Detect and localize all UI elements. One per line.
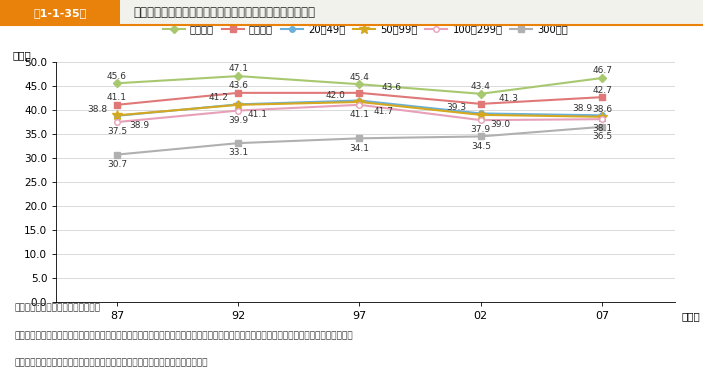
Text: 47.1: 47.1 xyxy=(228,64,248,74)
Text: 33.1: 33.1 xyxy=(228,149,248,157)
Text: 42.7: 42.7 xyxy=(592,86,612,95)
Text: （注）　ここでいう雇用者とは、会社員、個人商店の従業員等、会社、個人、個人商店等に雇われている者のうち、農林業、官公庁、その他: （注） ここでいう雇用者とは、会社員、個人商店の従業員等、会社、個人、個人商店等… xyxy=(14,331,353,340)
Text: 34.1: 34.1 xyxy=(349,144,370,153)
Text: 43.6: 43.6 xyxy=(228,81,248,90)
Text: 39.0: 39.0 xyxy=(491,120,510,129)
Text: （年）: （年） xyxy=(681,311,699,321)
Text: 41.2: 41.2 xyxy=(209,93,228,102)
Text: 43.4: 43.4 xyxy=(471,82,491,91)
Text: 46.7: 46.7 xyxy=(592,66,612,75)
Text: 45.6: 45.6 xyxy=(107,72,127,81)
Text: 資料：総務省「就業構造基本調査」: 資料：総務省「就業構造基本調査」 xyxy=(14,303,100,313)
Legend: １～４人, ５～９人, 20～49人, 50～99人, 100～299人, 300人～: １～４人, ５～９人, 20～49人, 50～99人, 100～299人, 30… xyxy=(163,24,568,34)
Bar xyxy=(0,0,120,26)
Text: 41.7: 41.7 xyxy=(374,107,394,116)
Text: 39.9: 39.9 xyxy=(228,116,248,125)
Text: 45.4: 45.4 xyxy=(349,73,370,81)
Text: 42.0: 42.0 xyxy=(325,90,345,100)
Text: 43.6: 43.6 xyxy=(381,83,401,92)
Text: の法人・団体（公社、私立学校等）に雇われている者を除いた者をいう。: の法人・団体（公社、私立学校等）に雇われている者を除いた者をいう。 xyxy=(14,359,207,368)
Text: 38.8: 38.8 xyxy=(87,105,107,114)
Text: 37.9: 37.9 xyxy=(471,126,491,135)
Text: 36.5: 36.5 xyxy=(592,132,612,141)
Text: （％）: （％） xyxy=(13,50,32,60)
Text: 38.9: 38.9 xyxy=(129,121,149,130)
Text: 39.3: 39.3 xyxy=(446,103,466,112)
Text: 37.5: 37.5 xyxy=(107,127,127,136)
Text: 41.1: 41.1 xyxy=(107,93,127,102)
Bar xyxy=(120,0,703,26)
Text: 第1-1-35図: 第1-1-35図 xyxy=(33,8,86,18)
Text: 34.5: 34.5 xyxy=(471,142,491,151)
Text: 41.1: 41.1 xyxy=(349,110,370,119)
Text: 38.1: 38.1 xyxy=(592,124,612,133)
Text: 41.3: 41.3 xyxy=(499,94,519,103)
Text: 41.1: 41.1 xyxy=(248,110,268,119)
Text: 従業者規模別の雇用者全体に占める女性雇用者割合の推移: 従業者規模別の雇用者全体に占める女性雇用者割合の推移 xyxy=(134,6,316,19)
Text: 38.9: 38.9 xyxy=(572,104,593,113)
Text: 30.7: 30.7 xyxy=(107,160,127,169)
Text: 38.6: 38.6 xyxy=(592,105,612,114)
